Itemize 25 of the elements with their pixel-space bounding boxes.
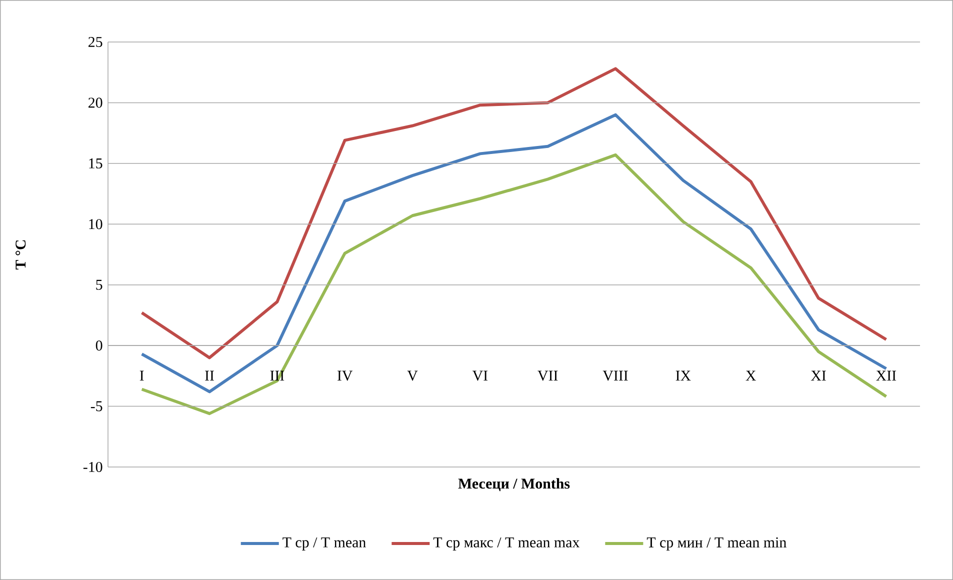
x-tick-label: VII [538, 370, 558, 381]
y-tick-label: 5 [96, 280, 102, 290]
legend-label: T ср / T mean [282, 537, 366, 550]
x-tick-label: IX [676, 370, 691, 381]
y-tick-label: 20 [88, 98, 102, 108]
x-tick-label: X [746, 370, 756, 381]
legend-label: T ср мин / T mean min [646, 537, 786, 551]
y-tick-label: 0 [96, 340, 102, 351]
x-tick-label: IV [337, 370, 353, 381]
y-tick-label: 10 [89, 219, 102, 230]
y-axis-title: T °C [16, 240, 26, 270]
legend-label: T ср макс / T mean max [433, 537, 580, 550]
y-tick-label: -5 [90, 401, 102, 412]
line-series [140, 67, 888, 360]
x-tick-label: V [407, 370, 418, 381]
x-tick-label: XII [876, 370, 896, 381]
x-tick-label: II [205, 370, 214, 381]
x-axis-title: Месеци / Months [458, 478, 570, 492]
x-tick-label: I [140, 370, 144, 381]
x-tick-label: VI [472, 370, 488, 381]
x-tick-label: XI [810, 370, 826, 381]
y-tick-label: 15 [89, 158, 102, 168]
y-tick-label: -10 [83, 462, 102, 472]
y-tick-label: 25 [88, 36, 102, 48]
x-tick-label: VIII [602, 370, 628, 381]
